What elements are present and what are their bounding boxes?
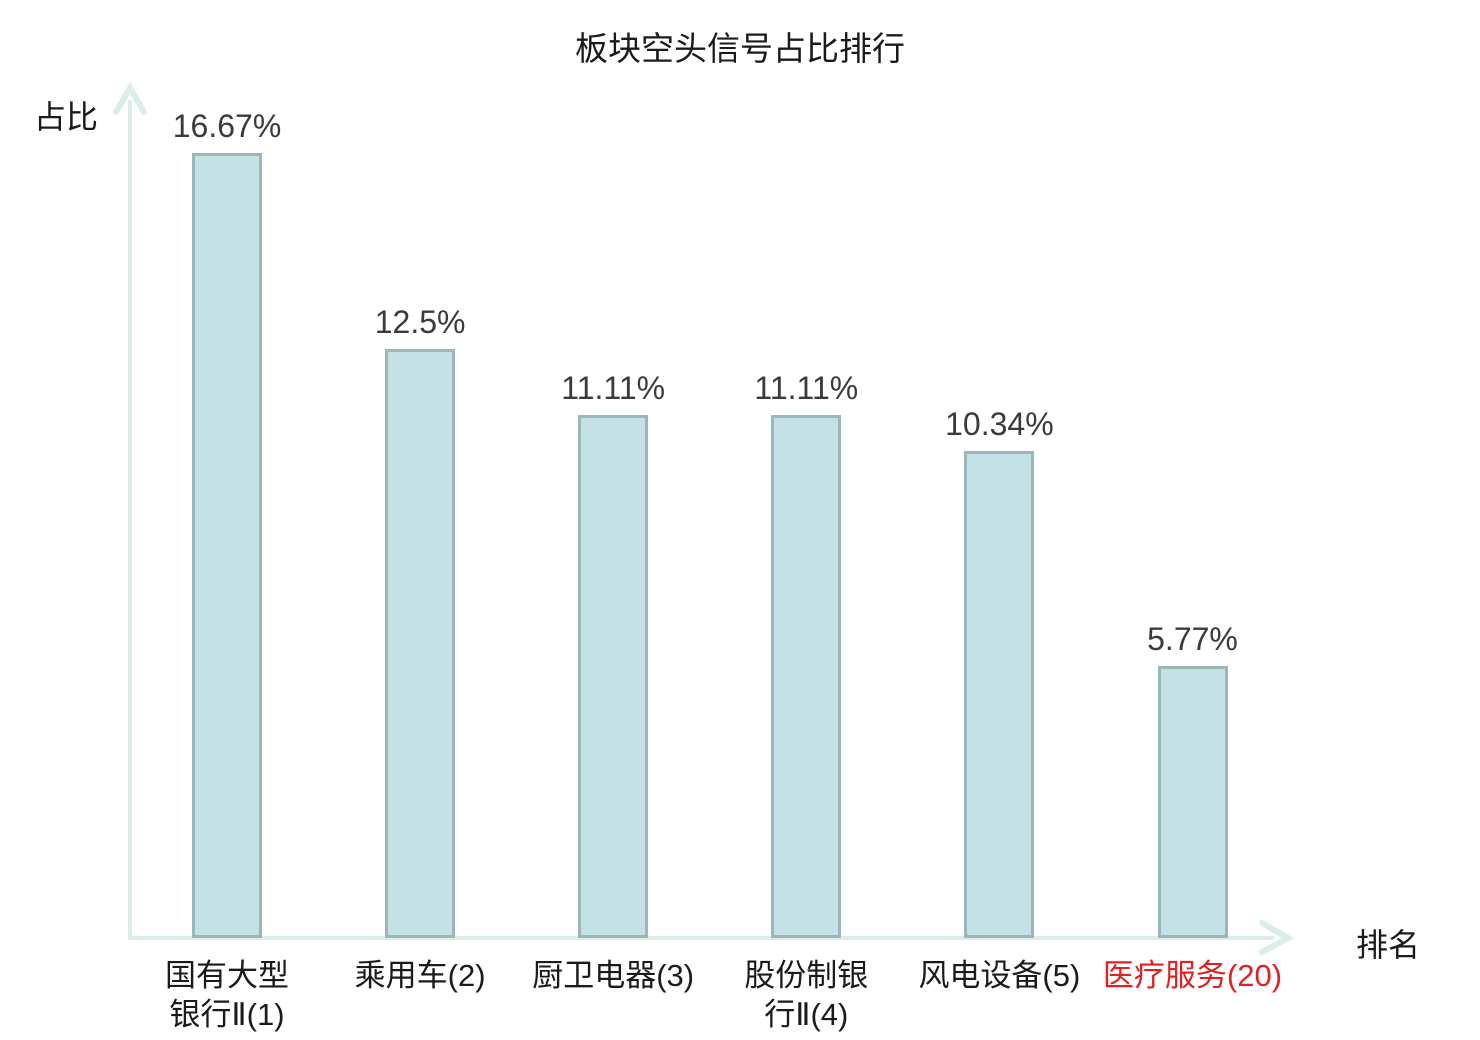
y-axis-line [128, 100, 132, 940]
bar [578, 415, 649, 938]
chart-title: 板块空头信号占比排行 [575, 30, 905, 67]
category-label: 医疗服务(20) [1102, 958, 1283, 993]
category-label: 风电设备(5) [918, 958, 1081, 993]
bar [385, 349, 456, 938]
bar-group: 11.11% [696, 370, 916, 938]
bar-group: 12.5% [310, 304, 530, 938]
bar-value-label: 5.77% [1147, 621, 1238, 657]
bar [192, 153, 262, 938]
bar-value-label: 11.11% [561, 370, 666, 406]
category-label: 厨卫电器(3) [532, 958, 695, 993]
bar-value-label: 16.67% [172, 108, 282, 144]
bar-group: 10.34% [889, 406, 1109, 938]
bar [771, 415, 842, 938]
y-axis-label: 占比 [34, 99, 99, 135]
x-axis-label: 排名 [1356, 927, 1421, 963]
category-label: 国有大型 银行Ⅱ(1) [165, 958, 289, 1032]
category-label: 股份制银 行Ⅱ(4) [744, 958, 869, 1032]
bar [1157, 666, 1228, 938]
bar-group: 16.67% [117, 108, 337, 938]
bar-group: 5.77% [1083, 621, 1303, 938]
y-axis-arrow-icon [113, 82, 147, 115]
bar-value-label: 10.34% [945, 406, 1054, 442]
bar [964, 451, 1035, 938]
bar-value-label: 12.5% [374, 304, 466, 340]
bar-group: 11.11% [503, 370, 723, 938]
category-label: 乘用车(2) [354, 958, 486, 993]
x-axis-line [128, 936, 1274, 940]
bar-value-label: 11.11% [754, 370, 859, 406]
x-axis-arrow-icon [1259, 920, 1295, 955]
